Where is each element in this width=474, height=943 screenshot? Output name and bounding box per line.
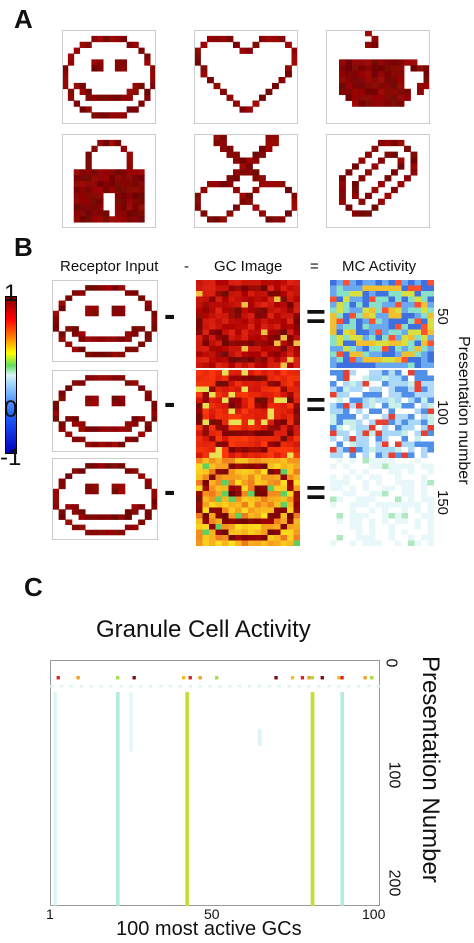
gc-ylabel: Presentation Number: [417, 656, 444, 883]
gc-image-1: [196, 280, 300, 368]
heart-icon: [194, 30, 298, 124]
gc-image-2: [196, 370, 300, 458]
mc-activity-header: MC Activity: [342, 258, 417, 275]
panel-c-letter: C: [24, 572, 43, 602]
presentation-number-label: Presentation number: [455, 336, 472, 485]
presentation-tick-150: 150: [434, 489, 452, 516]
receptor-input-header: Receptor Input: [60, 258, 159, 275]
row-minus-3: -: [164, 472, 176, 510]
colorbar-tick-max: 1: [4, 280, 18, 307]
minus-header: -: [184, 258, 189, 275]
paperclip-icon: [326, 134, 430, 228]
gc-image-header: GC Image: [214, 258, 283, 275]
gc-xlabel: 100 most active GCs: [116, 918, 302, 940]
colorbar-tick-mid: 0: [4, 396, 18, 423]
padlock-icon: [62, 134, 156, 228]
receptor-input-smiley-3: [52, 458, 158, 540]
gc-xtick-100: 100: [362, 906, 386, 922]
colorbar: [5, 296, 17, 454]
mc-activity-2: [330, 370, 434, 458]
coffee-cup-icon: [326, 30, 430, 124]
row-minus-1: -: [164, 296, 176, 334]
mc-activity-1: [330, 280, 434, 368]
row-minus-2: -: [164, 384, 176, 422]
receptor-input-smiley-2: [52, 370, 158, 452]
smiley-icon: [62, 30, 156, 124]
granule-cell-activity-title: Granule Cell Activity: [96, 616, 311, 643]
row-equals-3: =: [306, 474, 326, 512]
panel-a-letter: A: [14, 4, 33, 34]
gc-ytick-200: 200: [385, 869, 403, 897]
scissors-icon: [194, 134, 298, 228]
gc-ytick-100: 100: [385, 761, 403, 789]
panel-b-letter: B: [14, 232, 33, 262]
row-equals-1: =: [306, 298, 326, 336]
granule-cell-raster: [50, 660, 380, 906]
colorbar-tick-min: -1: [0, 444, 22, 471]
gc-xtick-1: 1: [46, 906, 54, 922]
row-equals-2: =: [306, 386, 326, 424]
mc-activity-3: [330, 458, 434, 546]
gc-ytick-0: 0: [382, 658, 400, 668]
receptor-input-smiley-1: [52, 280, 158, 362]
equals-header: =: [310, 258, 319, 275]
gc-xtick-50: 50: [204, 906, 220, 922]
presentation-tick-100: 100: [434, 399, 452, 426]
presentation-tick-50: 50: [433, 308, 451, 325]
gc-image-3: [196, 458, 300, 546]
